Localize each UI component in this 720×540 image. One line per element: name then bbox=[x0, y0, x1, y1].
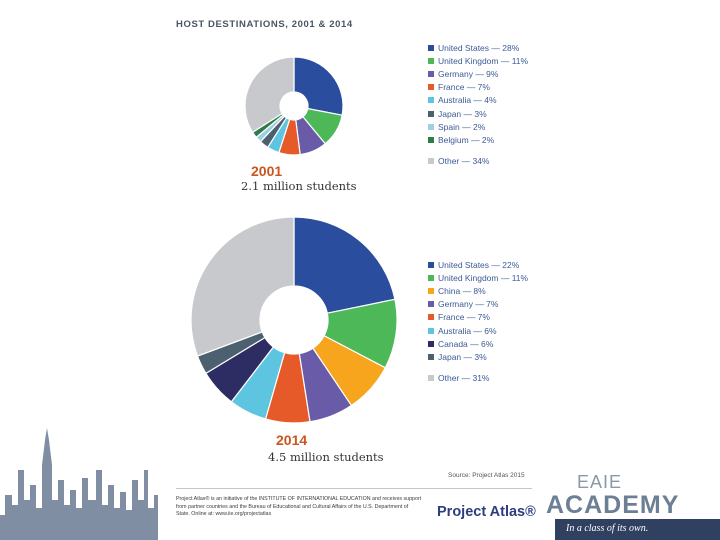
legend-swatch bbox=[428, 136, 434, 143]
students-2014-label: 4.5 million students bbox=[268, 450, 384, 464]
legend-swatch bbox=[428, 287, 434, 294]
academy-logo-text: ACADEMY bbox=[546, 491, 680, 519]
legend-label: Germany — 9% bbox=[438, 68, 499, 79]
legend-label: United Kingdom — 11% bbox=[438, 272, 529, 283]
legend-swatch bbox=[428, 375, 434, 382]
legend-label: Germany — 7% bbox=[438, 299, 499, 310]
legend-swatch bbox=[428, 274, 434, 281]
legend-label: Other — 31% bbox=[438, 373, 490, 384]
chart-title: HOST DESTINATIONS, 2001 & 2014 bbox=[176, 19, 353, 30]
legend-label: France — 7% bbox=[438, 312, 490, 323]
legend-label: Japan — 3% bbox=[438, 108, 487, 119]
footnote-text: Project Atlas® is an initiative of the I… bbox=[176, 496, 422, 518]
legend-label: Australia — 4% bbox=[438, 95, 497, 106]
legend-label: Japan — 3% bbox=[438, 351, 487, 362]
eaie-logo-text: EAIE bbox=[577, 472, 623, 492]
year-2001-label: 2001 bbox=[251, 163, 283, 179]
legend-label: Australia — 6% bbox=[438, 325, 497, 336]
legend-swatch bbox=[428, 123, 434, 130]
legend-swatch bbox=[428, 57, 434, 64]
legend-item: United States — 22% bbox=[428, 258, 528, 271]
legend-label: Canada — 6% bbox=[438, 338, 494, 349]
legend-2001: United States — 28% United Kingdom — 11% G… bbox=[428, 41, 528, 168]
legend-item: France — 7% bbox=[428, 81, 528, 94]
legend-swatch bbox=[428, 314, 434, 321]
tagline-bar bbox=[555, 519, 720, 540]
legend-item: Spain — 2% bbox=[428, 120, 528, 133]
legend-item: Australia — 4% bbox=[428, 94, 528, 107]
legend-item: Germany — 9% bbox=[428, 67, 528, 80]
project-atlas-logo: Project Atlas® bbox=[437, 504, 536, 520]
legend-item: Japan — 3% bbox=[428, 350, 528, 363]
legend-item: France — 7% bbox=[428, 311, 528, 324]
pie-slice-2001-us bbox=[293, 56, 344, 116]
legend-swatch bbox=[428, 84, 434, 91]
pie-slice-2001-other bbox=[244, 56, 295, 134]
legend-label: United States — 28% bbox=[438, 42, 520, 53]
legend-swatch bbox=[428, 110, 434, 117]
legend-item: Japan — 3% bbox=[428, 107, 528, 120]
legend-swatch bbox=[428, 327, 434, 334]
legend-item: United States — 28% bbox=[428, 41, 528, 54]
legend-swatch bbox=[428, 301, 434, 308]
legend-item: United Kingdom — 11% bbox=[428, 271, 528, 284]
legend-item: United Kingdom — 11% bbox=[428, 54, 528, 67]
legend-label: Other — 34% bbox=[438, 156, 490, 167]
year-2014-label: 2014 bbox=[276, 432, 308, 448]
students-2001-label: 2.1 million students bbox=[241, 179, 357, 193]
legend-label: China — 8% bbox=[438, 285, 486, 296]
legend-swatch bbox=[428, 261, 434, 268]
legend-swatch bbox=[428, 70, 434, 77]
legend-label: United Kingdom — 11% bbox=[438, 55, 529, 66]
divider bbox=[176, 488, 532, 489]
legend-swatch bbox=[428, 97, 434, 104]
legend-item: Canada — 6% bbox=[428, 337, 528, 350]
legend-swatch bbox=[428, 353, 434, 360]
legend-swatch bbox=[428, 340, 434, 347]
legend-item: Belgium — 2% bbox=[428, 133, 528, 146]
legend-label: Belgium — 2% bbox=[438, 134, 495, 145]
legend-label: Spain — 2% bbox=[438, 121, 486, 132]
legend-label: France — 7% bbox=[438, 82, 490, 93]
legend-item: Germany — 7% bbox=[428, 298, 528, 311]
legend-label: United States — 22% bbox=[438, 259, 520, 270]
source-text: Source: Project Atlas 2015 bbox=[448, 472, 525, 479]
legend-item: China — 8% bbox=[428, 284, 528, 297]
pie-slice-2014-us bbox=[293, 216, 396, 314]
legend-item: Australia — 6% bbox=[428, 324, 528, 337]
legend-swatch bbox=[428, 44, 434, 51]
legend-item: Other — 34% bbox=[428, 155, 528, 168]
legend-item: Other — 31% bbox=[428, 372, 528, 385]
pie-slice-2014-other bbox=[190, 216, 295, 357]
legend-swatch bbox=[428, 158, 434, 165]
legend-2014: United States — 22% United Kingdom — 11% C… bbox=[428, 258, 528, 385]
tagline-text: In a class of its own. bbox=[566, 523, 649, 534]
